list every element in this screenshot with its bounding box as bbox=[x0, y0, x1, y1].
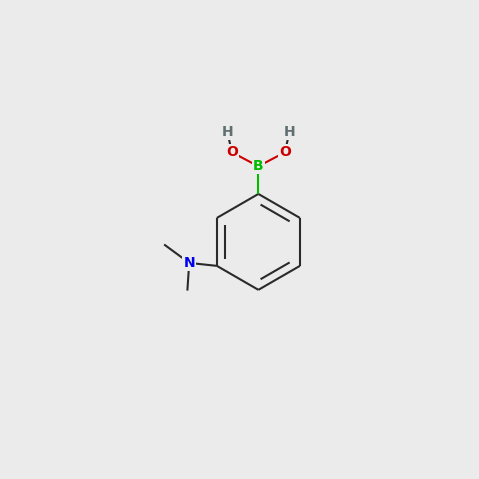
Text: H: H bbox=[222, 125, 233, 139]
Text: O: O bbox=[279, 145, 291, 160]
Text: H: H bbox=[284, 125, 295, 139]
Text: B: B bbox=[253, 160, 264, 173]
Text: N: N bbox=[183, 256, 195, 270]
Text: O: O bbox=[226, 145, 238, 160]
